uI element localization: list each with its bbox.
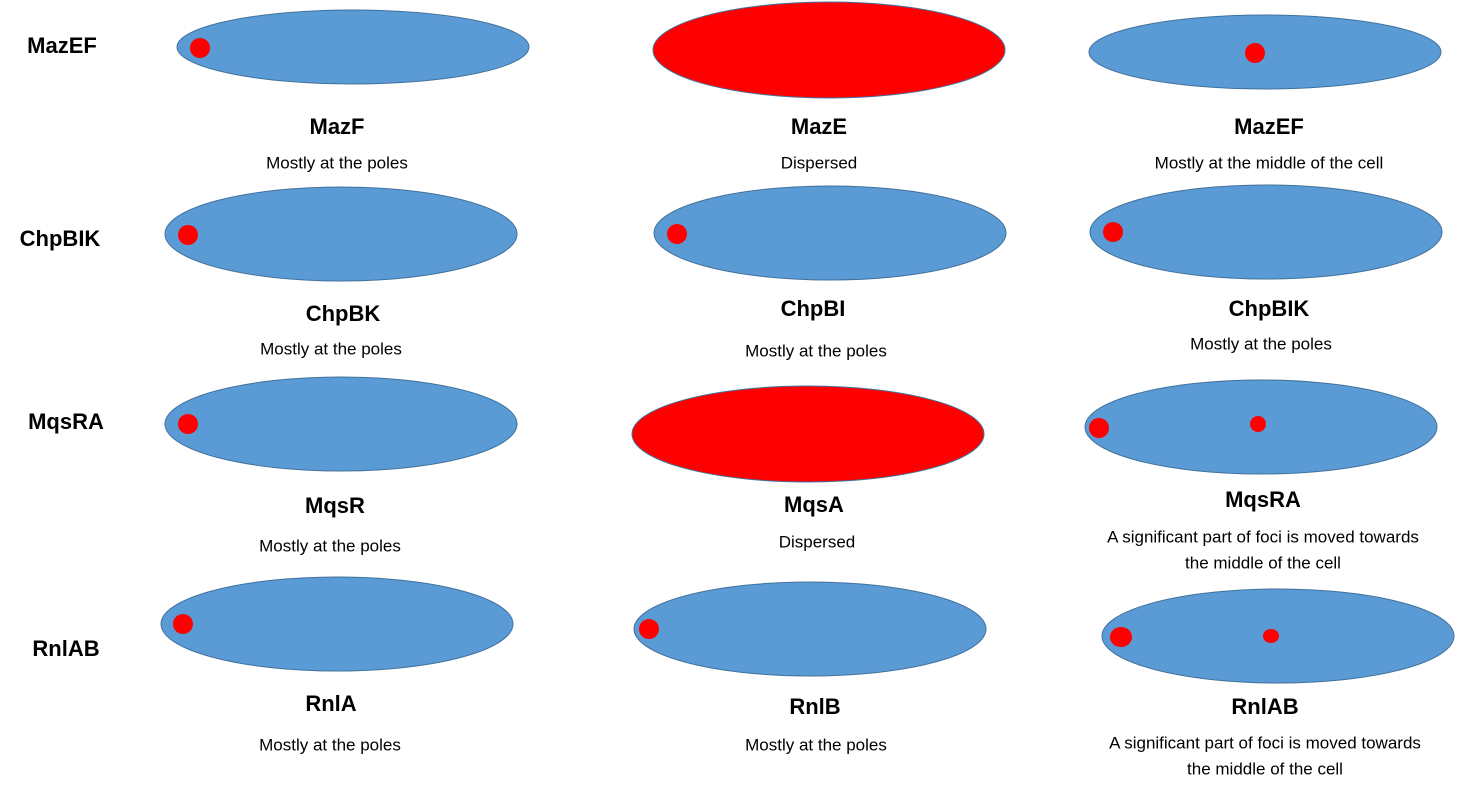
- row-label: MqsRA: [28, 409, 104, 434]
- cell-title: RnlAB: [1231, 694, 1298, 719]
- cell-shape: [164, 376, 518, 472]
- row-label: MazEF: [27, 33, 97, 58]
- focus-dot: [178, 414, 198, 434]
- cell-title: MqsA: [784, 492, 844, 517]
- cell-shape: [631, 385, 985, 483]
- cell-description: A significant part of foci is moved towa…: [1107, 527, 1419, 546]
- cell-shape: [1088, 14, 1442, 90]
- focus-dot: [639, 619, 659, 639]
- cell-description: Mostly at the middle of the cell: [1155, 153, 1384, 172]
- cell-description: Mostly at the poles: [745, 341, 887, 360]
- cell-title: RnlA: [305, 691, 356, 716]
- cell-description: Mostly at the poles: [1190, 334, 1332, 353]
- cell-description: Mostly at the poles: [260, 339, 402, 358]
- cell-shape: [176, 9, 530, 85]
- cell-shape: [652, 1, 1006, 99]
- focus-dot: [1103, 222, 1123, 242]
- row-label: ChpBIK: [20, 226, 101, 251]
- cell-description: the middle of the cell: [1187, 759, 1343, 778]
- focus-dot: [1263, 629, 1279, 643]
- cell-title: ChpBIK: [1229, 296, 1310, 321]
- focus-dot: [190, 38, 210, 58]
- cell-shape: [633, 581, 987, 677]
- focus-dot: [173, 614, 193, 634]
- cell-description: A significant part of foci is moved towa…: [1109, 733, 1421, 752]
- cell-shape: [653, 185, 1007, 281]
- focus-dot: [1250, 416, 1266, 432]
- cell-description: Dispersed: [781, 153, 858, 172]
- cell-title: MazE: [791, 114, 847, 139]
- cell-title: MazEF: [1234, 114, 1304, 139]
- focus-dot: [1110, 627, 1132, 647]
- cell-description: Mostly at the poles: [266, 153, 408, 172]
- cell-title: MazF: [310, 114, 365, 139]
- cell-shape: [160, 576, 514, 672]
- cell-description: Mostly at the poles: [259, 735, 401, 754]
- cell-shape: [1089, 184, 1443, 280]
- focus-dot: [1089, 418, 1109, 438]
- focus-dot: [667, 224, 687, 244]
- cell-description: Mostly at the poles: [259, 536, 401, 555]
- row-label: RnlAB: [32, 636, 99, 661]
- cell-description: the middle of the cell: [1185, 553, 1341, 572]
- cell-title: ChpBK: [306, 301, 381, 326]
- cell-description: Dispersed: [779, 532, 856, 551]
- focus-dot: [178, 225, 198, 245]
- cell-title: MqsR: [305, 493, 365, 518]
- focus-dot: [1245, 43, 1265, 63]
- cell-title: ChpBI: [781, 296, 846, 321]
- cell-shape: [164, 186, 518, 282]
- cell-description: Mostly at the poles: [745, 735, 887, 754]
- cell-title: MqsRA: [1225, 487, 1301, 512]
- cell-title: RnlB: [789, 694, 840, 719]
